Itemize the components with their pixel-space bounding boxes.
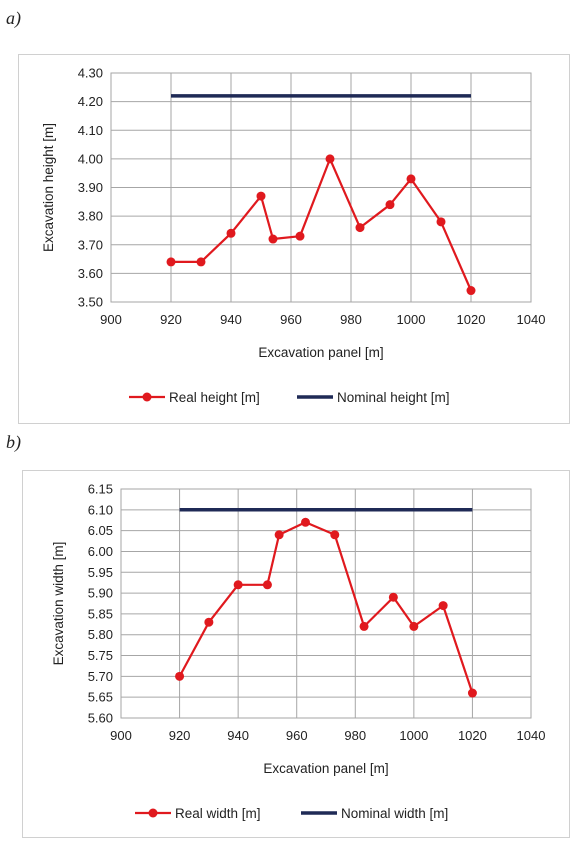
real-series-line: [171, 157, 473, 291]
x-tick-label: 1040: [517, 728, 546, 743]
y-tick-label: 6.05: [88, 523, 113, 538]
data-point: [274, 530, 284, 540]
data-point: [406, 174, 416, 184]
data-point: [233, 580, 243, 590]
x-axis-label: Excavation panel [m]: [258, 345, 383, 360]
data-point: [467, 688, 477, 698]
legend-label-nominal: Nominal height [m]: [337, 390, 450, 405]
data-point: [175, 671, 185, 681]
y-tick-label: 4.00: [78, 151, 103, 166]
x-tick-label: 900: [110, 728, 132, 743]
y-tick-label: 3.60: [78, 266, 103, 281]
legend-marker-real: [148, 808, 158, 818]
legend-label-real: Real height [m]: [169, 390, 260, 405]
chart-frame-b: 5.60 5.65 5.70 5.75 5.80 5.85 5.90 5.95 6.00 6.05…: [22, 470, 570, 838]
x-tick-label: 1000: [397, 312, 426, 327]
data-point: [325, 154, 335, 164]
data-point: [330, 530, 340, 540]
data-point: [466, 286, 476, 296]
height-chart: 3.50 3.60 3.70 3.80 3.90 4.00 4.10 4.20 4.30 900 9…: [41, 66, 546, 406]
y-tick-label: 5.90: [88, 586, 113, 601]
x-tick-label: 940: [220, 312, 242, 327]
y-axis-label: Excavation height [m]: [41, 123, 56, 252]
legend-label-real: Real width [m]: [175, 806, 261, 821]
x-tick-label: 1040: [517, 312, 546, 327]
chart-frame-a: 3.50 3.60 3.70 3.80 3.90 4.00 4.10 4.20 4.30 900 9…: [18, 54, 570, 424]
data-point: [204, 617, 214, 627]
data-point: [196, 257, 206, 267]
x-axis-label: Excavation panel [m]: [263, 761, 388, 776]
y-tick-label: 5.85: [88, 606, 113, 621]
x-tick-label: 1020: [457, 312, 486, 327]
real-series-line: [178, 521, 474, 694]
x-tick-label: 920: [160, 312, 182, 327]
x-tick-label: 900: [100, 312, 122, 327]
x-tick-label: 1000: [399, 728, 428, 743]
data-point: [385, 200, 395, 210]
y-tick-label: 3.80: [78, 209, 103, 224]
x-tick-label: 960: [280, 312, 302, 327]
x-tick-label: 980: [344, 728, 366, 743]
y-axis-label: Excavation width [m]: [51, 542, 66, 666]
data-point: [359, 621, 369, 631]
y-tick-label: 5.70: [88, 669, 113, 684]
legend-label-nominal: Nominal width [m]: [341, 806, 448, 821]
data-point: [436, 217, 446, 227]
data-point: [226, 228, 236, 238]
data-point: [301, 517, 310, 527]
y-tick-label: 3.50: [78, 295, 103, 310]
data-point: [256, 191, 266, 201]
y-tick-label: 5.95: [88, 565, 113, 580]
data-point: [355, 223, 365, 233]
data-point: [388, 592, 398, 602]
x-tick-label: 960: [286, 728, 308, 743]
y-tick-label: 6.10: [88, 502, 113, 517]
width-chart: 5.60 5.65 5.70 5.75 5.80 5.85 5.90 5.95 6.00 6.05…: [51, 482, 546, 822]
data-point: [438, 601, 448, 611]
y-tick-label: 6.00: [88, 544, 113, 559]
panel-label-a: a): [6, 8, 21, 28]
data-point: [268, 234, 278, 244]
x-tick-label: 940: [227, 728, 249, 743]
x-tick-label: 1020: [458, 728, 487, 743]
data-point: [295, 231, 305, 241]
y-tick-label: 5.75: [88, 648, 113, 663]
y-tick-label: 5.80: [88, 627, 113, 642]
x-tick-label: 920: [169, 728, 191, 743]
panel-label-b: b): [6, 432, 21, 452]
data-point: [262, 580, 272, 590]
data-point: [166, 257, 176, 267]
data-point: [409, 621, 419, 631]
y-tick-label: 5.60: [88, 711, 113, 726]
legend-marker-real: [142, 392, 152, 402]
y-tick-label: 4.10: [78, 123, 103, 138]
y-tick-label: 5.65: [88, 690, 113, 705]
y-tick-label: 3.90: [78, 180, 103, 195]
x-tick-label: 980: [340, 312, 362, 327]
y-tick-label: 6.15: [88, 482, 113, 497]
y-tick-label: 4.20: [78, 94, 103, 109]
y-tick-label: 4.30: [78, 66, 103, 81]
y-tick-label: 3.70: [78, 237, 103, 252]
